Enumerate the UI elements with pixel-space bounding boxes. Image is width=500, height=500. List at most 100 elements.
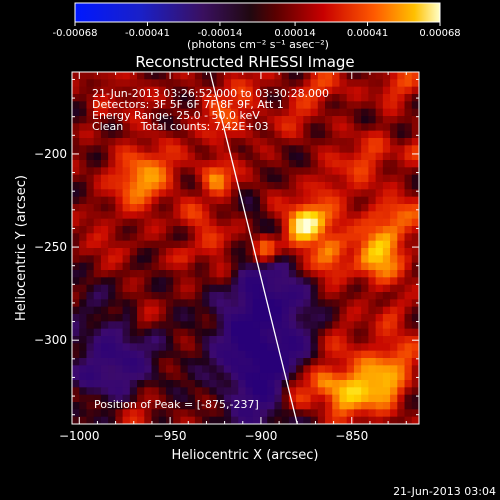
heatmap-cell <box>151 174 160 183</box>
heatmap-cell <box>129 270 138 278</box>
heatmap-cell <box>310 365 319 374</box>
heatmap-cell <box>390 394 398 403</box>
heatmap-cell <box>151 284 160 293</box>
heatmap-cell <box>86 321 95 330</box>
heatmap-cell <box>231 402 239 410</box>
heatmap-cell <box>317 182 326 190</box>
heatmap-cell <box>202 336 210 344</box>
heatmap-cell <box>325 138 333 146</box>
heatmap-cell <box>317 160 326 168</box>
heatmap-cell <box>245 167 254 176</box>
heatmap-cell <box>375 240 384 249</box>
heatmap-cell <box>368 226 377 234</box>
heatmap-cell <box>216 299 225 308</box>
heatmap-cell <box>267 138 275 146</box>
heatmap-cell <box>382 270 391 278</box>
heatmap-cell <box>259 138 268 146</box>
heatmap-cell <box>187 306 196 315</box>
heatmap-cell <box>310 321 319 330</box>
annotation-clean: Clean Total counts: 7.42E+03 <box>92 120 269 133</box>
heatmap-cell <box>158 409 167 418</box>
heatmap-cell <box>288 108 297 117</box>
heatmap-cell <box>194 218 203 227</box>
heatmap-cell <box>274 72 283 80</box>
heatmap-cell <box>382 328 391 337</box>
heatmap-cell <box>252 409 261 418</box>
heatmap-cell <box>238 372 246 381</box>
heatmap-cell <box>325 94 333 102</box>
heatmap-cell <box>353 160 362 168</box>
heatmap-cell <box>223 365 232 374</box>
heatmap-cell <box>108 270 116 278</box>
heatmap-cell <box>382 218 391 227</box>
heatmap-cell <box>238 116 246 124</box>
heatmap-cell <box>281 380 290 388</box>
solar-limb-line <box>209 72 298 424</box>
heatmap-cell <box>137 108 145 117</box>
heatmap-cell <box>144 277 152 286</box>
heatmap-cell <box>238 130 246 139</box>
heatmap-cell <box>194 226 203 234</box>
heatmap-cell <box>404 358 413 366</box>
heatmap-cell <box>339 189 348 198</box>
heatmap-cell <box>158 211 167 220</box>
heatmap-cell <box>238 145 246 154</box>
heatmap-cell <box>303 101 311 110</box>
heatmap-cell <box>368 284 377 293</box>
heatmap-cell <box>361 116 369 124</box>
heatmap-cell <box>259 79 268 88</box>
heatmap-cell <box>180 336 189 344</box>
heatmap-cell <box>245 350 254 359</box>
heatmap-cell <box>346 358 355 366</box>
heatmap-cell <box>108 255 116 264</box>
heatmap-cell <box>245 79 254 88</box>
heatmap-cell <box>209 101 217 110</box>
heatmap-cell <box>79 402 87 410</box>
heatmap-cell <box>231 336 239 344</box>
heatmap-cell <box>375 145 384 154</box>
heatmap-cell <box>115 72 124 80</box>
heatmap-cell <box>173 387 181 396</box>
heatmap-cell <box>361 145 369 154</box>
heatmap-cell <box>288 72 297 80</box>
x-tick-label: −850 <box>335 429 368 443</box>
heatmap-cell <box>79 416 87 424</box>
heatmap-cell <box>137 130 145 139</box>
heatmap-cell <box>79 189 87 198</box>
heatmap-cell <box>332 218 340 227</box>
heatmap-cell <box>238 365 246 374</box>
heatmap-cell <box>209 292 217 300</box>
heatmap-cell <box>267 277 275 286</box>
heatmap-cell <box>72 350 80 359</box>
heatmap-cell <box>122 314 131 322</box>
heatmap-cell <box>144 321 152 330</box>
heatmap-cell <box>346 350 355 359</box>
heatmap-cell <box>375 189 384 198</box>
heatmap-cell <box>404 160 413 168</box>
heatmap-cell <box>332 211 340 220</box>
heatmap-cell <box>202 372 210 381</box>
heatmap-cell <box>281 226 290 234</box>
heatmap-cell <box>339 211 348 220</box>
heatmap-cell <box>411 174 419 183</box>
heatmap-cell <box>100 299 109 308</box>
heatmap-cell <box>165 314 174 322</box>
heatmap-cell <box>310 394 319 403</box>
heatmap-cell <box>404 204 413 212</box>
heatmap-cell <box>165 306 174 315</box>
heatmap-cell <box>267 174 275 183</box>
heatmap-cell <box>317 328 326 337</box>
heatmap-cell <box>404 365 413 374</box>
heatmap-cell <box>390 380 398 388</box>
heatmap-cell <box>93 299 102 308</box>
heatmap-cell <box>202 306 210 315</box>
heatmap-cell <box>325 101 333 110</box>
heatmap-cell <box>368 160 377 168</box>
heatmap-cell <box>274 240 283 249</box>
heatmap-cell <box>231 145 239 154</box>
heatmap-cell <box>339 306 348 315</box>
heatmap-cell <box>115 123 124 132</box>
heatmap-cell <box>252 233 261 242</box>
heatmap-cell <box>274 336 283 344</box>
heatmap-cell <box>382 277 391 286</box>
